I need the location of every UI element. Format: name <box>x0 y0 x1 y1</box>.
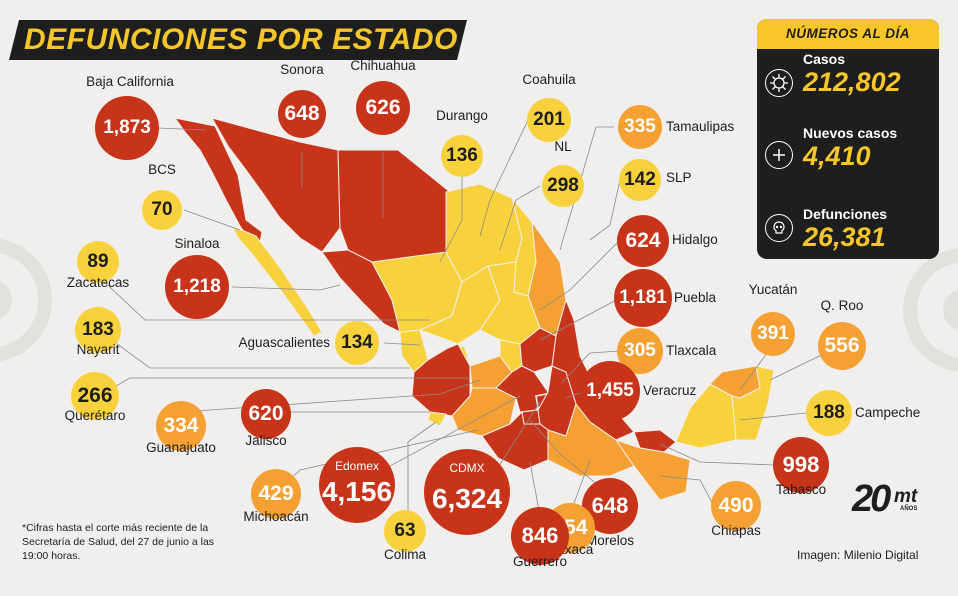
label-morelos: Morelos <box>585 533 634 548</box>
label-baja-california: Baja California <box>86 74 174 89</box>
stats-panel: NÚMEROS AL DÍA Casos 212,802 Nuevos caso… <box>757 19 939 259</box>
bubble-hidalgo: 624 <box>617 215 669 267</box>
label-durango: Durango <box>436 108 488 123</box>
bubble-coahuila: 201 <box>527 98 571 142</box>
label-zacatecas: Zacatecas <box>66 275 130 290</box>
bubble-slp: 142 <box>619 159 661 201</box>
label-slp: SLP <box>666 170 692 185</box>
skull-icon <box>765 214 793 242</box>
bubble-bcs: 70 <box>142 190 182 230</box>
label-veracruz: Veracruz <box>643 383 697 398</box>
bubble-tabasco: 998 <box>773 437 829 493</box>
map-bcs <box>230 225 323 337</box>
label-tabasco: Tabasco <box>775 482 827 497</box>
label-jalisco: Jalisco <box>245 433 287 448</box>
logo-sub: AÑOS <box>900 506 918 512</box>
label-campeche: Campeche <box>855 405 921 420</box>
stat-value-casos: 212,802 <box>803 67 901 97</box>
label-q-roo: Q. Roo <box>820 298 864 313</box>
bubble-jalisco: 620 <box>241 389 291 439</box>
logo-brand: mt <box>894 486 918 507</box>
virus-icon <box>765 69 793 97</box>
label-coahuila: Coahuila <box>522 72 576 87</box>
bubble-chiapas: 490 <box>711 481 761 531</box>
label-guerrero: Guerrero <box>512 554 568 569</box>
label-sonora: Sonora <box>280 62 324 77</box>
bubble-durango: 136 <box>441 135 483 177</box>
label-colima: Colima <box>383 547 426 562</box>
bubble-yucatan: 391 <box>751 312 795 356</box>
bubble-colima: 63 <box>384 510 426 552</box>
page-title: DEFUNCIONES POR ESTADO <box>24 23 458 56</box>
stat-value-defunciones: 26,381 <box>803 222 886 252</box>
label-cdmx: CDMX <box>449 461 485 475</box>
label-aguascalientes: Aguascalientes <box>238 335 330 350</box>
bubble-nayarit: 183 <box>75 307 121 353</box>
label-guanajuato: Guanajuato <box>146 440 216 455</box>
milenio-20-anos-logo: 20 mt AÑOS <box>852 478 932 520</box>
bubble-cdmx: 6,324 <box>424 449 510 535</box>
bubble-tamaulipas: 335 <box>618 105 662 149</box>
bubble-edomex: 4,156 <box>319 447 395 523</box>
bubble-baja-california: 1,873 <box>95 96 159 160</box>
label-yucatan: Yucatán <box>748 282 798 297</box>
bubble-chihuahua: 626 <box>356 81 410 135</box>
label-chiapas: Chiapas <box>711 523 761 538</box>
plus-icon <box>765 141 793 169</box>
map-chiapas <box>614 439 691 501</box>
map-jalisco <box>411 343 471 417</box>
label-bcs: BCS <box>148 162 176 177</box>
stat-label-casos: Casos <box>803 51 846 67</box>
label-sinaloa: Sinaloa <box>174 236 220 251</box>
logo-number: 20 <box>852 478 891 520</box>
stat-label-nuevos-casos: Nuevos casos <box>803 125 898 141</box>
bubble-guerrero: 846 <box>511 507 569 565</box>
bubble-campeche: 188 <box>806 390 852 436</box>
stat-value-nuevos-casos: 4,410 <box>803 141 871 171</box>
image-credit: Imagen: Milenio Digital <box>797 548 919 562</box>
bubble-zacatecas: 89 <box>77 241 119 283</box>
label-nayarit: Nayarit <box>76 342 120 357</box>
bubble-veracruz: 1,455 <box>580 361 640 421</box>
bubble-nl: 298 <box>542 165 584 207</box>
label-tamaulipas: Tamaulipas <box>666 119 735 134</box>
bubble-sonora: 648 <box>278 90 326 138</box>
footnote: *Cifras hasta el corte más reciente de l… <box>22 522 215 562</box>
label-queretaro: Querétaro <box>64 408 126 423</box>
label-nl: NL <box>554 139 572 154</box>
bubble-sinaloa: 1,218 <box>165 255 229 319</box>
map-sonora <box>210 117 341 253</box>
bubble-michoacan: 429 <box>251 469 301 519</box>
label-tlaxcala: Tlaxcala <box>666 343 717 358</box>
label-edomex: Edomex <box>334 459 380 473</box>
map-colima <box>427 411 447 427</box>
stats-panel-header: NÚMEROS AL DÍA <box>757 19 939 49</box>
label-chihuahua: Chihuahua <box>350 58 416 73</box>
map-qroo <box>731 365 775 441</box>
bubble-q-roo: 556 <box>818 322 866 370</box>
stat-label-defunciones: Defunciones <box>803 206 888 222</box>
bubble-puebla: 1,181 <box>614 269 672 327</box>
bubble-queretaro: 266 <box>71 372 119 420</box>
label-michoacan: Michoacán <box>243 509 309 524</box>
bubble-aguascalientes: 134 <box>335 321 379 365</box>
label-puebla: Puebla <box>674 290 717 305</box>
label-hidalgo: Hidalgo <box>672 232 718 247</box>
bubble-guanajuato: 334 <box>156 401 206 451</box>
